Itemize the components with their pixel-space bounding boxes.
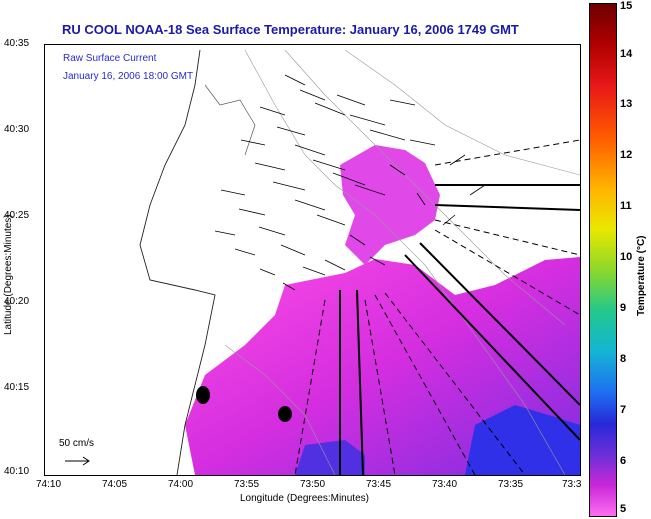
y-tick: 40:35 [4,38,30,49]
colorbar-tick: 5 [620,503,627,515]
colorbar-tick: 11 [620,200,632,212]
coastline [139,49,216,475]
colorbar-tick: 12 [620,149,633,161]
colorbar-tick: 7 [620,404,627,416]
colorbar-tick: 8 [620,353,627,365]
colorbar-title: Temperature (°C) [636,235,647,317]
map-title: RU COOL NOAA-18 Sea Surface Temperature:… [62,22,519,37]
colorbar-tick: 9 [620,302,627,314]
map-plot-area: Raw Surface Current January 16, 2006 18:… [44,44,581,476]
y-axis-title: Latitude (Degrees:Minutes) [3,214,14,335]
y-tick: 40:30 [4,124,30,135]
x-axis-title: Longitude (Degrees:Minutes) [240,493,369,504]
radar-site-marker [278,406,292,422]
annotation-line-2: January 16, 2006 18:00 GMT [63,71,194,82]
sst-current-map [65,49,580,475]
x-tick: 73:55 [234,479,260,490]
temperature-colorbar [589,3,617,517]
scale-label: 50 cm/s [59,438,95,449]
surface-current-arrows [214,74,486,291]
scale-arrow [65,456,90,466]
bay-shore [204,84,256,156]
x-tick: 73:3 [562,479,582,490]
x-tick: 73:35 [498,479,524,490]
colorbar-tick: 13 [620,98,633,110]
annotation-line-1: Raw Surface Current [63,53,157,64]
colorbar-tick: 10 [620,251,633,263]
radar-range-lines [339,184,580,475]
x-tick: 73:50 [300,479,326,490]
x-tick: 73:40 [432,479,458,490]
x-tick: 74:10 [36,479,62,490]
sst-cold-patch [465,405,580,475]
x-tick: 74:00 [168,479,194,490]
y-tick: 40:10 [4,466,30,477]
y-tick: 40:25 [4,210,30,221]
colorbar-tick: 14 [620,48,633,60]
y-tick: 40:15 [4,382,30,393]
y-tick: 40:20 [4,296,30,307]
sst-field-north [340,145,440,265]
radar-dashed-lines [294,139,580,475]
sst-cold-patch-2 [295,440,365,475]
x-tick: 74:05 [102,479,128,490]
colorbar-tick: 6 [620,455,627,467]
radar-site-marker [196,386,210,404]
x-tick: 73:45 [366,479,392,490]
colorbar-tick: 15 [620,0,633,12]
